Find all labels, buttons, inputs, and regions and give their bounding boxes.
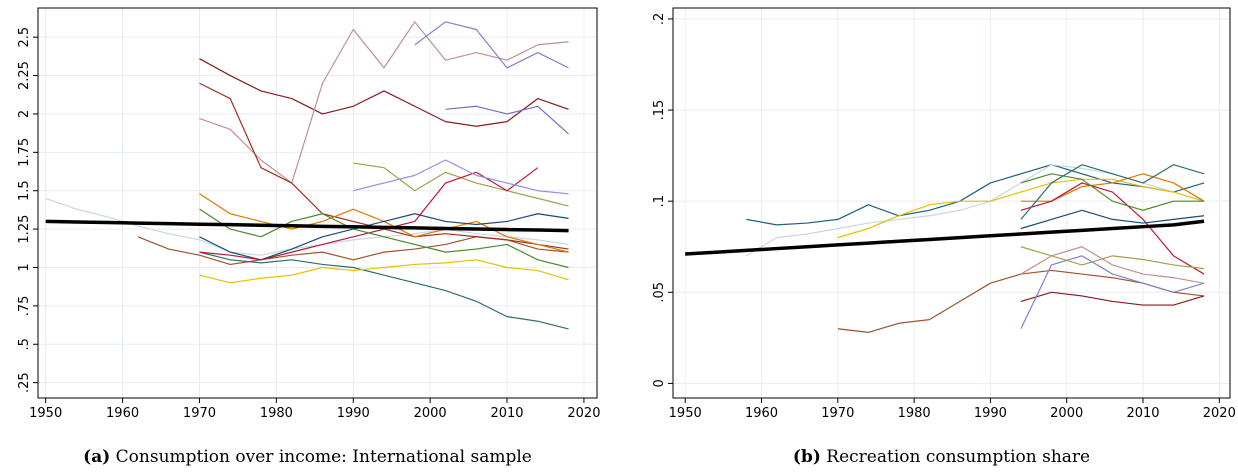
y-tick-label: .1 — [652, 195, 667, 207]
series-line — [45, 219, 569, 233]
y-tick-label: .25 — [17, 372, 32, 393]
plot-frame — [672, 7, 1231, 399]
y-tick-label: .15 — [652, 100, 667, 121]
series-line — [414, 21, 569, 69]
caption: (b) Recreation consumption share — [793, 447, 1090, 467]
caption-text: Consumption over income: International s… — [116, 447, 532, 467]
x-tick-label: 1990 — [337, 406, 370, 421]
y-tick-label: 2.25 — [17, 61, 32, 90]
series-line — [746, 164, 1205, 226]
y-tick-label: 1.75 — [17, 138, 32, 167]
caption-label: (a) — [83, 447, 110, 467]
series-line — [1020, 291, 1205, 306]
y-tick-label: .2 — [652, 13, 667, 25]
series-line — [1020, 173, 1205, 211]
plot-area — [673, 8, 1230, 398]
y-tick-label: .05 — [652, 282, 667, 303]
series-line — [685, 219, 1205, 256]
y-tick-label: 2.5 — [17, 27, 32, 48]
y-tick-label: .75 — [17, 296, 32, 317]
series-line — [353, 159, 569, 195]
x-tick-label: 2010 — [490, 406, 523, 421]
series-line — [199, 58, 569, 127]
x-tick-label: 1980 — [260, 406, 293, 421]
series-line — [1020, 164, 1205, 220]
series-line — [1020, 209, 1205, 230]
series-line — [1020, 255, 1205, 330]
caption: (a) Consumption over income: Internation… — [83, 447, 532, 467]
x-tick-label: 2020 — [567, 406, 600, 421]
series-line — [199, 259, 569, 284]
caption-text: Recreation consumption share — [826, 447, 1090, 467]
x-tick-label: 1970 — [821, 406, 854, 421]
series-line — [199, 208, 569, 269]
series-line — [445, 105, 569, 135]
series-line — [199, 251, 569, 330]
plot-frame — [37, 7, 598, 399]
x-tick-label: 1990 — [974, 406, 1007, 421]
y-tick-label: 1 — [17, 263, 32, 271]
x-tick-label: 1960 — [745, 406, 778, 421]
x-tick-label: 1960 — [106, 406, 139, 421]
x-tick-label: 2000 — [1050, 406, 1083, 421]
series-line — [199, 21, 569, 184]
x-tick-label: 1970 — [183, 406, 216, 421]
x-tick-label: 2000 — [414, 406, 447, 421]
series-line — [837, 178, 1205, 239]
y-tick-label: 1.25 — [17, 215, 32, 244]
y-tick-label: 0 — [652, 379, 667, 387]
series-line — [1020, 246, 1205, 284]
chart: 1950 1960 1970 1980 1990 2000 2010 2020 0 .05 .1 .1… — [652, 7, 1236, 467]
x-tick-label: 1950 — [29, 406, 62, 421]
series-line — [1020, 182, 1205, 275]
x-tick-label: 2010 — [1126, 406, 1159, 421]
y-tick-label: 2 — [17, 110, 32, 118]
chart: 1950 1960 1970 1980 1990 2000 2010 2020 .25 .5 .75… — [17, 7, 600, 467]
y-tick-label: 1.5 — [17, 180, 32, 201]
x-tick-label: 1950 — [669, 406, 702, 421]
x-tick-label: 1980 — [898, 406, 931, 421]
plot-area — [38, 8, 597, 398]
y-tick-label: .5 — [17, 338, 32, 350]
caption-label: (b) — [793, 447, 821, 467]
x-tick-label: 2020 — [1203, 406, 1236, 421]
